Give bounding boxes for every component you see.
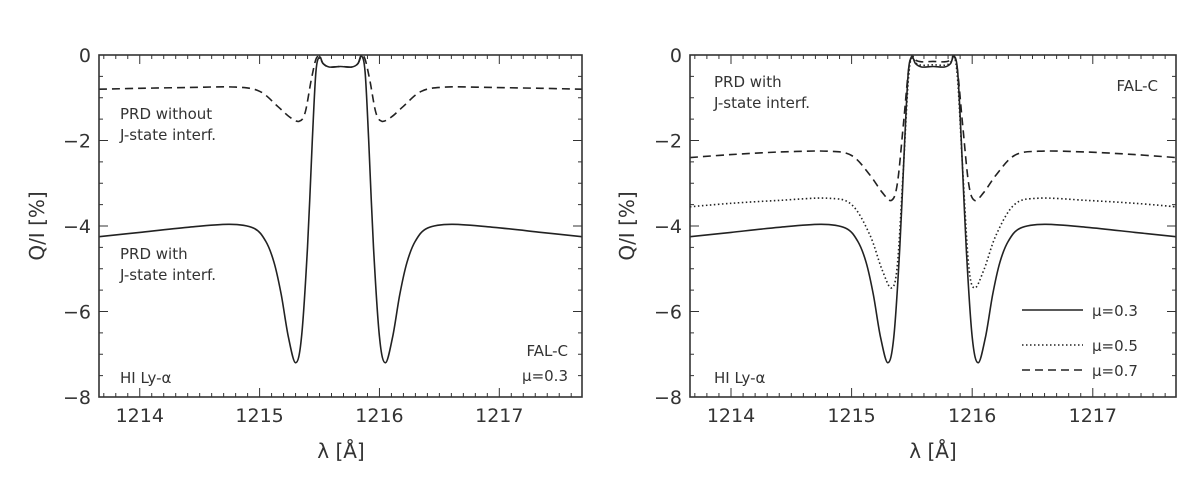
legend-label-mu-0.5: μ=0.5 xyxy=(1092,337,1138,355)
left-plot-frame xyxy=(98,54,583,398)
right-plot-lines xyxy=(690,54,1176,364)
x-tick-label: 1215 xyxy=(235,405,283,427)
y-tick-label: 0 xyxy=(79,45,91,67)
annotation-prd-without-2: J-state interf. xyxy=(119,126,216,144)
right-plot-frame xyxy=(689,54,1177,398)
y-tick-label: −6 xyxy=(63,302,91,324)
annotation-line-name: HI Ly-α xyxy=(714,369,765,387)
y-tick-label: −2 xyxy=(63,131,91,153)
y-tick-label: 0 xyxy=(670,45,682,67)
left-y-axis-label: Q/I [%] xyxy=(25,191,49,260)
annotation-prd-with-2: J-state interf. xyxy=(713,94,810,112)
y-tick-label: −8 xyxy=(63,387,91,409)
right-y-axis-label: Q/I [%] xyxy=(615,191,639,260)
annotation-prd-with-2: J-state interf. xyxy=(119,266,216,284)
legend-label-mu-0.3: μ=0.3 xyxy=(1092,302,1138,320)
x-tick-label: 1217 xyxy=(475,405,523,427)
right-axis-ticks: 1214 1215 1216 1217 0 −2 −4 −6 −8 xyxy=(654,45,1176,427)
x-tick-label: 1216 xyxy=(355,405,403,427)
annotation-line-name: HI Ly-α xyxy=(120,369,171,387)
series-line-dotted xyxy=(690,54,1176,289)
annotation-prd-with-1: PRD with xyxy=(120,245,188,263)
x-tick-label: 1215 xyxy=(827,405,875,427)
left-x-axis-label: λ [Å] xyxy=(317,439,364,463)
left-axis-ticks: 1214 1215 1216 1217 0 −2 −4 −6 −8 xyxy=(63,45,582,427)
series-line-dashed xyxy=(690,54,1176,202)
y-tick-label: −4 xyxy=(63,216,91,238)
left-plot-lines xyxy=(99,54,582,364)
y-tick-label: −2 xyxy=(654,131,682,153)
x-tick-label: 1214 xyxy=(707,405,755,427)
x-tick-label: 1216 xyxy=(948,405,996,427)
series-line-solid xyxy=(690,54,1176,364)
series-line-solid xyxy=(99,54,582,364)
y-tick-label: −8 xyxy=(654,387,682,409)
legend-label-mu-0.7: μ=0.7 xyxy=(1092,362,1138,380)
x-tick-label: 1214 xyxy=(116,405,164,427)
annotation-prd-with-1: PRD with xyxy=(714,73,782,91)
annotation-mu: μ=0.3 xyxy=(522,367,568,385)
annotation-model: FAL-C xyxy=(527,342,569,360)
annotation-prd-without-1: PRD without xyxy=(120,105,212,123)
annotation-model: FAL-C xyxy=(1117,77,1159,95)
y-tick-label: −4 xyxy=(654,216,682,238)
x-tick-label: 1217 xyxy=(1069,405,1117,427)
right-x-axis-label: λ [Å] xyxy=(909,439,956,463)
legend: μ=0.3 μ=0.5 μ=0.7 xyxy=(1022,302,1138,380)
y-tick-label: −6 xyxy=(654,302,682,324)
